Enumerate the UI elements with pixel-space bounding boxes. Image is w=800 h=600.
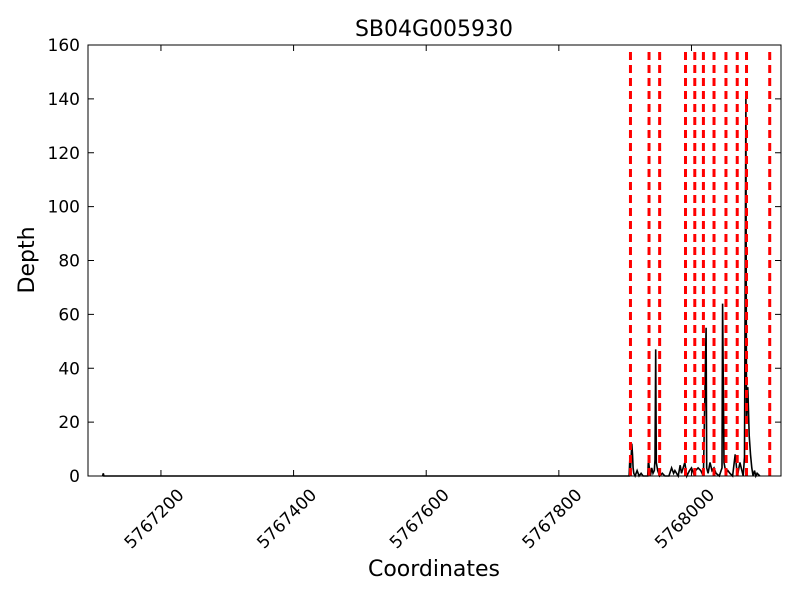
y-tick-label: 60 — [58, 305, 80, 325]
x-axis-label: Coordinates — [368, 557, 500, 582]
chart-title: SB04G005930 — [355, 17, 513, 42]
x-tick-label: 5768000 — [651, 485, 719, 553]
y-tick-label: 160 — [48, 36, 80, 56]
plot-frame — [87, 44, 782, 477]
plot-area: 5767200 5767400 5767600 5767800 5768000 0 20 4… — [48, 36, 782, 553]
coverage-line-0 — [101, 96, 761, 479]
x-tick-label: 5767400 — [253, 485, 321, 553]
x-tick-label: 5767600 — [386, 485, 454, 553]
y-tick-label: 80 — [58, 252, 80, 272]
marker-lines — [628, 52, 772, 476]
y-axis-ticks: 0 20 40 60 80 100 120 140 160 — [48, 36, 781, 487]
y-tick-label: 120 — [48, 144, 80, 164]
y-tick-label: 0 — [69, 467, 80, 487]
coverage-series — [101, 96, 761, 479]
x-tick-label: 5767200 — [121, 485, 189, 553]
y-tick-label: 100 — [48, 198, 80, 218]
x-tick-label: 5767800 — [519, 485, 587, 553]
y-tick-label: 20 — [58, 413, 80, 433]
y-tick-label: 140 — [48, 90, 80, 110]
y-tick-label: 40 — [58, 359, 80, 379]
y-axis-label: Depth — [15, 226, 40, 293]
